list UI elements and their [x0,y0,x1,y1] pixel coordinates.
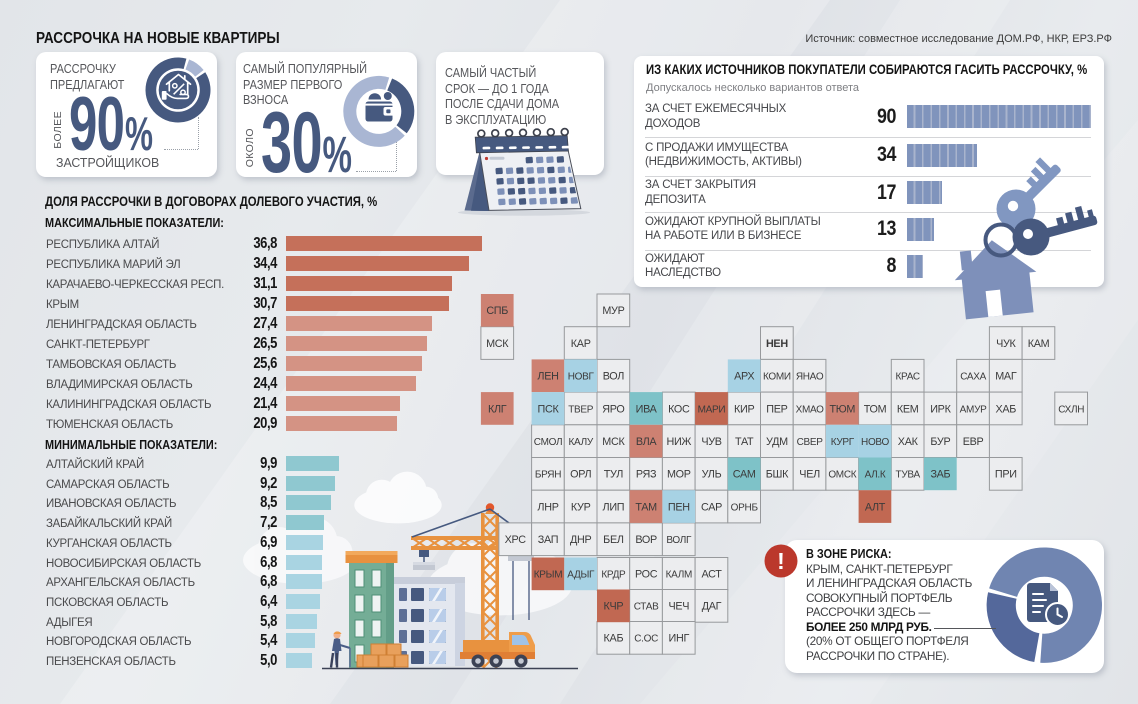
svg-text:АСТ: АСТ [701,569,722,581]
svg-text:НОВО: НОВО [861,437,889,448]
svg-text:ЯРО: ЯРО [602,403,624,415]
svg-text:СТАВ: СТАВ [634,602,659,613]
svg-text:ЗАП: ЗАП [538,534,558,546]
svg-text:КУР: КУР [571,501,591,513]
svg-text:ХМАО: ХМАО [796,404,825,415]
svg-text:ЗАБ: ЗАБ [930,469,950,481]
svg-text:ПРИ: ПРИ [995,469,1017,481]
svg-text:КАМ: КАМ [1028,338,1050,350]
svg-text:ТУВА: ТУВА [896,470,921,481]
svg-text:КАЛУ: КАЛУ [568,437,593,448]
svg-text:КРЫМ: КРЫМ [534,570,562,581]
svg-text:ЧЕЛ: ЧЕЛ [799,469,820,481]
svg-text:АЛТ: АЛТ [865,501,886,513]
svg-text:КИР: КИР [734,403,754,415]
svg-text:САР: САР [701,501,722,513]
svg-text:КЕМ: КЕМ [897,403,919,415]
svg-text:КАР: КАР [571,338,591,350]
svg-text:ПСК: ПСК [538,403,560,415]
svg-text:ВОЛГ: ВОЛГ [666,535,692,546]
svg-text:УДМ: УДМ [766,436,788,448]
svg-text:САМ: САМ [733,469,756,481]
svg-text:ХАК: ХАК [898,436,919,448]
svg-text:КЛГ: КЛГ [488,403,507,415]
svg-text:ДАГ: ДАГ [702,601,722,613]
svg-text:МОР: МОР [667,469,691,481]
svg-text:ХАБ: ХАБ [996,403,1017,415]
svg-text:НОВГ: НОВГ [568,372,595,383]
svg-text:ИРК: ИРК [930,403,951,415]
svg-text:ОРЛ: ОРЛ [570,469,591,481]
svg-text:ЧУК: ЧУК [996,338,1016,350]
svg-text:СМОЛ: СМОЛ [534,437,562,448]
svg-text:ЯНАО: ЯНАО [796,372,824,383]
svg-text:РОС: РОС [635,569,658,581]
svg-text:ОРНБ: ОРНБ [731,502,759,513]
svg-text:БУР: БУР [930,436,950,448]
svg-text:ТОМ: ТОМ [864,403,887,415]
svg-text:НЕН: НЕН [766,338,788,350]
svg-text:ПЕН: ПЕН [668,501,690,513]
svg-text:ДНР: ДНР [570,534,592,546]
svg-text:С.ОС: С.ОС [634,634,658,645]
svg-text:КАБ: КАБ [604,633,624,645]
svg-text:БШК: БШК [766,469,789,481]
svg-text:АЛ.К: АЛ.К [865,470,886,481]
svg-text:ВОР: ВОР [635,534,657,546]
svg-text:ТЮМ: ТЮМ [829,403,855,415]
svg-text:ХРС: ХРС [505,534,527,546]
svg-text:СПБ: СПБ [486,305,508,317]
svg-text:КЧР: КЧР [604,601,624,613]
svg-text:ТАТ: ТАТ [735,436,754,448]
svg-text:КОС: КОС [668,403,690,415]
svg-text:ВЛА: ВЛА [636,436,658,448]
svg-text:ЛЕН: ЛЕН [537,371,558,383]
svg-text:УЛЬ: УЛЬ [702,469,722,481]
svg-text:ТУЛ: ТУЛ [604,469,623,481]
svg-text:МАГ: МАГ [995,371,1017,383]
svg-text:КАЛМ: КАЛМ [666,570,692,581]
svg-text:БЕЛ: БЕЛ [603,534,624,546]
svg-text:ЛНР: ЛНР [537,501,558,513]
svg-text:ОМСК: ОМСК [828,470,856,481]
svg-text:АРХ: АРХ [734,371,754,383]
svg-text:ЛИП: ЛИП [603,501,625,513]
svg-text:ТВЕР: ТВЕР [568,404,594,415]
svg-text:КРАС: КРАС [896,372,920,383]
svg-text:МСК: МСК [602,436,625,448]
svg-text:СВЕР: СВЕР [797,437,824,448]
svg-text:КРДР: КРДР [601,570,626,581]
svg-text:ЕВР: ЕВР [963,436,984,448]
svg-text:САХА: САХА [960,372,986,383]
svg-text:ИВА: ИВА [636,403,658,415]
svg-text:СХЛН: СХЛН [1058,404,1084,415]
svg-text:КОМИ: КОМИ [763,372,791,383]
svg-text:ПЕР: ПЕР [766,403,787,415]
svg-text:БРЯН: БРЯН [535,470,561,481]
svg-text:КУРГ: КУРГ [831,437,855,448]
svg-text:НИЖ: НИЖ [666,436,691,448]
svg-text:ЧЕЧ: ЧЕЧ [668,601,689,613]
svg-text:МСК: МСК [486,338,509,350]
svg-text:ИНГ: ИНГ [669,633,690,645]
svg-text:ТАМ: ТАМ [635,501,657,513]
svg-text:МУР: МУР [602,305,624,317]
svg-text:АДЫГ: АДЫГ [567,570,595,581]
svg-text:АМУР: АМУР [960,404,987,415]
svg-text:ВОЛ: ВОЛ [603,371,625,383]
svg-text:РЯЗ: РЯЗ [636,469,656,481]
svg-text:МАРИ: МАРИ [698,404,726,415]
svg-text:ЧУВ: ЧУВ [701,436,721,448]
